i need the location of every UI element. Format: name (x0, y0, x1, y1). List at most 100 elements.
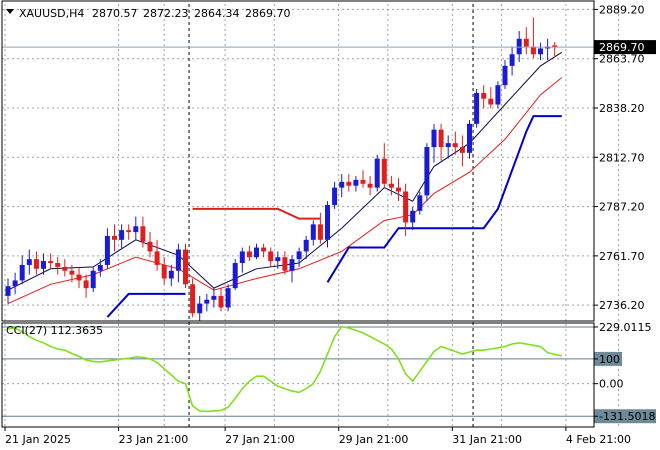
cci-indicator: 229.0115 100 0.00 -131.5018 (2, 321, 656, 424)
price-tick-label: 2736.20 (599, 299, 645, 312)
stop-line (192, 207, 321, 220)
candle-body (183, 249, 188, 285)
candle-body (175, 249, 181, 271)
candle-body (119, 230, 125, 240)
candle-body (268, 251, 274, 262)
current-price-tag (594, 40, 656, 55)
symbol-label: XAUUSD,H4 (19, 7, 84, 20)
candle-body (112, 235, 117, 240)
candle-body (388, 183, 394, 188)
dropdown-triangle-icon[interactable] (6, 9, 14, 14)
time-tick-label: 31 Jan 21:00 (452, 433, 522, 446)
candle-body (246, 251, 252, 258)
moving-average-line (7, 77, 563, 305)
candle-body (325, 205, 330, 240)
candle-body (5, 286, 11, 296)
candle-body (168, 270, 174, 279)
candle-body (516, 38, 522, 55)
candle-body (410, 210, 416, 223)
candle-body (495, 85, 501, 105)
candle-body (396, 187, 401, 192)
candle-body (488, 98, 494, 105)
candle-body (509, 54, 515, 66)
candle-body (339, 181, 345, 188)
candle-body (12, 280, 18, 287)
candle-body (445, 143, 451, 148)
ohlc-open: 2870.57 (92, 7, 138, 20)
candle-body (275, 257, 281, 262)
time-tick-label: 4 Feb 21:00 (566, 433, 631, 446)
candle-body (552, 45, 558, 48)
candle-body (403, 191, 409, 223)
candle-body (69, 270, 75, 275)
candle-body (438, 129, 444, 148)
candle-body (126, 230, 132, 233)
price-tick-label: 2889.20 (599, 3, 645, 16)
main-panel-border (1, 0, 595, 322)
stop-lines (106, 115, 562, 318)
candle-body (41, 261, 46, 269)
candle-body (289, 259, 295, 271)
candle-body (417, 195, 423, 211)
candle-body (190, 284, 196, 314)
candle-body (467, 123, 472, 153)
candle-body (232, 263, 238, 289)
price-tick-label: 2761.70 (599, 250, 645, 263)
candle-body (431, 129, 437, 148)
candle-body (296, 251, 302, 260)
cci-panel-border (1, 322, 595, 428)
candle-body (332, 187, 338, 206)
current-price-label: 2869.70 (599, 41, 645, 54)
cci-level-label: 100 (599, 353, 620, 366)
candle-body (374, 158, 380, 188)
time-tick-label: 21 Jan 2025 (5, 433, 71, 446)
candle-body (19, 264, 25, 281)
candle-body (353, 179, 359, 186)
candle-body (161, 264, 167, 279)
candle-body (76, 274, 82, 281)
candle-body (97, 264, 103, 271)
price-tick-label: 2838.20 (599, 102, 645, 115)
cci-level-label: -131.5018 (599, 410, 655, 423)
candle-body (26, 259, 32, 265)
candle-body (474, 92, 480, 124)
candlesticks (5, 17, 558, 321)
candle-body (310, 224, 316, 240)
candle-body (133, 226, 139, 233)
cci-level-tag (594, 351, 622, 366)
candle-body (502, 65, 508, 86)
ohlc-high: 2872.23 (143, 7, 189, 20)
cci-line (7, 325, 562, 413)
candle-body (197, 303, 203, 314)
stop-line (326, 115, 562, 283)
candle-body (239, 251, 245, 264)
grid-lines (2, 4, 620, 427)
price-tick-label: 2787.20 (599, 201, 645, 214)
candle-body (204, 299, 210, 304)
candle-body (523, 38, 529, 47)
candle-body (33, 259, 39, 269)
candle-body (530, 46, 536, 55)
day-separators (188, 4, 474, 427)
time-tick-label: 27 Jan 21:00 (225, 433, 295, 446)
candle-body (367, 183, 373, 188)
candle-body (538, 48, 543, 55)
candle-body (360, 179, 366, 184)
candle-body (381, 158, 387, 184)
candle-body (55, 263, 61, 267)
moving-average-lines (7, 51, 563, 305)
time-tick-label: 29 Jan 21:00 (339, 433, 409, 446)
candle-body (459, 147, 465, 153)
candle-body (346, 181, 352, 186)
candle-body (140, 226, 146, 242)
moving-average-line (7, 51, 563, 291)
candle-body (303, 239, 309, 252)
ohlc-low: 2864.34 (194, 7, 240, 20)
candle-body (62, 266, 68, 271)
candle-body (261, 247, 267, 252)
candle-body (104, 235, 110, 265)
cci-level-tag (594, 409, 656, 424)
candle-body (48, 261, 54, 264)
ohlc-close: 2869.70 (245, 7, 291, 20)
